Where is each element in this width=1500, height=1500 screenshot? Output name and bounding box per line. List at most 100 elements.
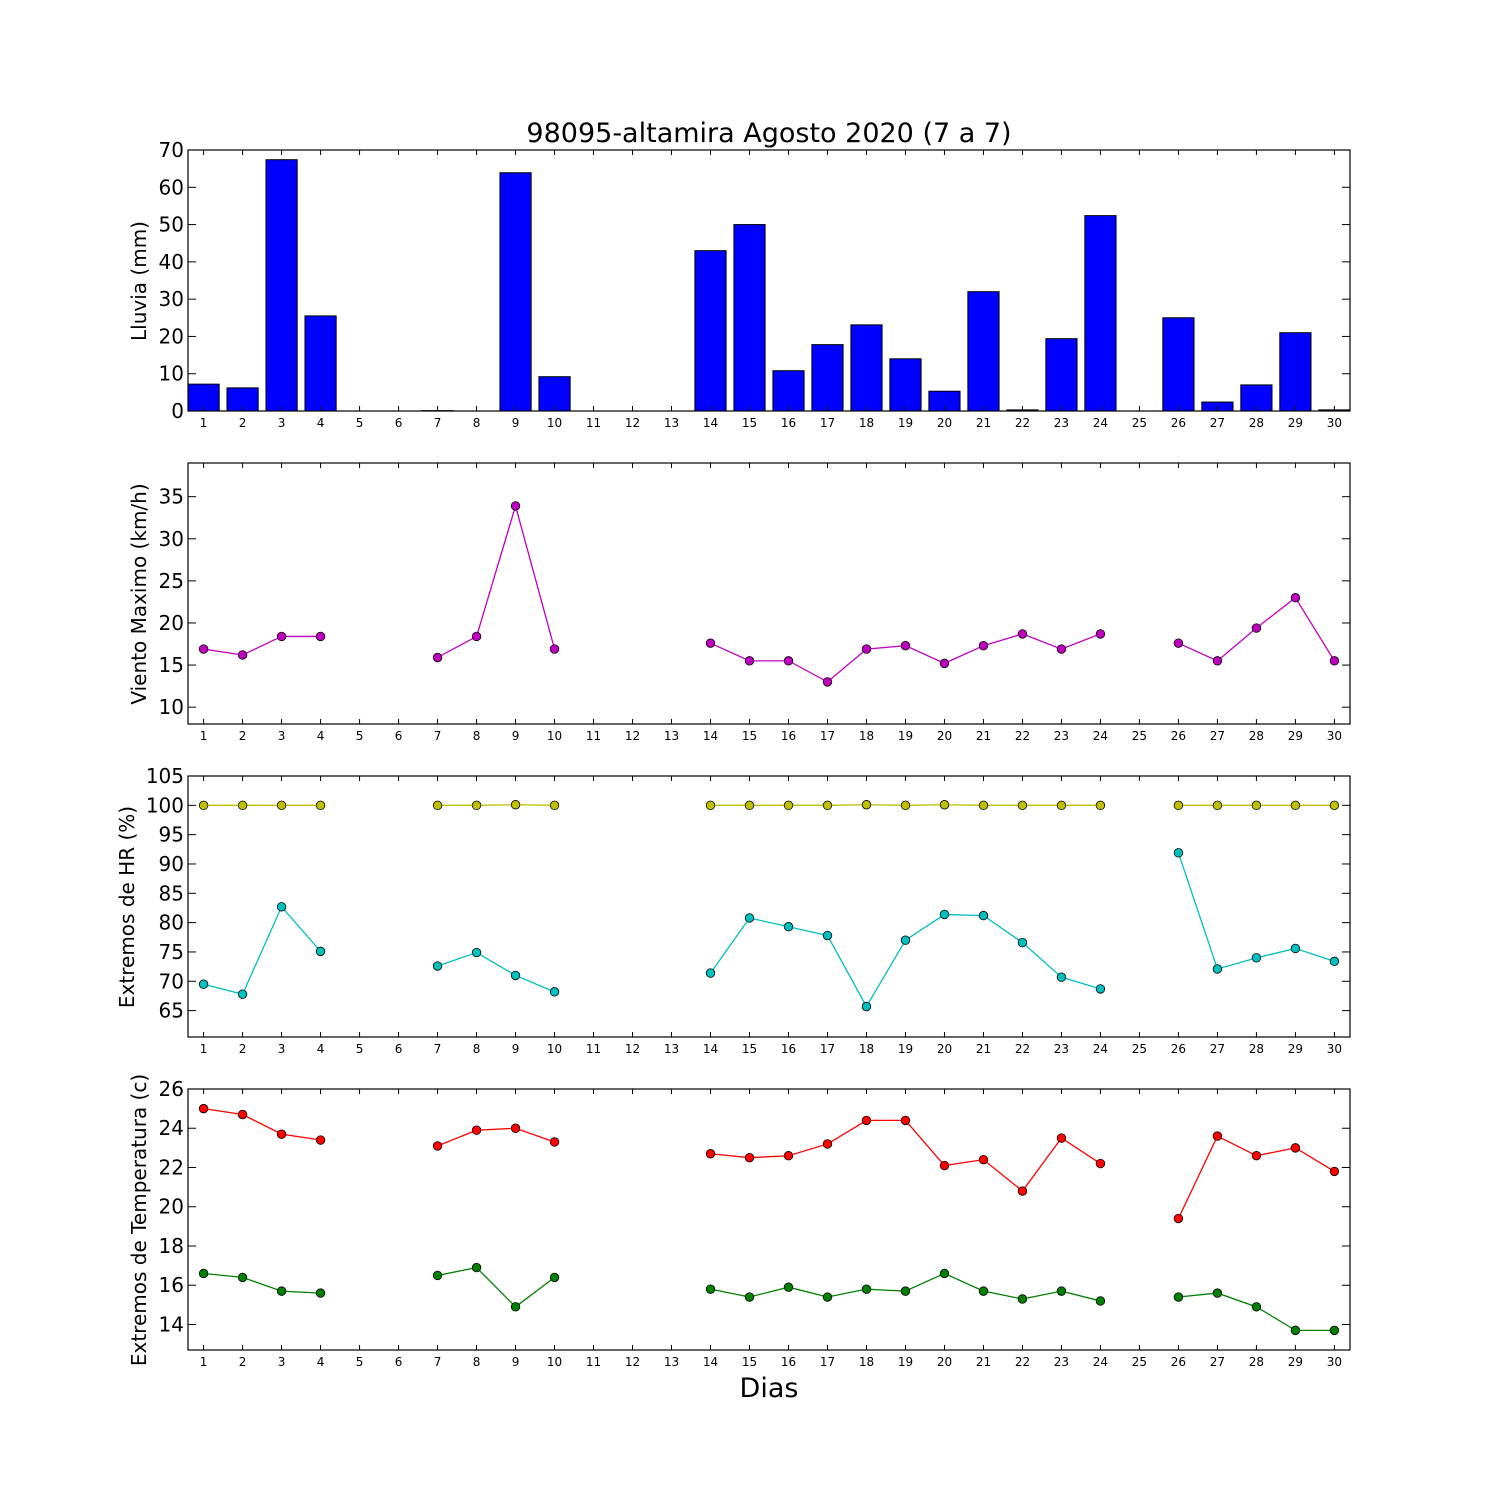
viento-xtick-label: 10	[547, 729, 562, 743]
viento-point-day-7	[432, 652, 443, 663]
temp-min-point-day-20	[939, 1268, 950, 1279]
viento-point-day-14	[705, 638, 716, 648]
lluvia-xtick-label: 11	[586, 416, 601, 430]
temperatura-xtick-label: 26	[1171, 1355, 1186, 1369]
hr-ytick-label: 95	[159, 823, 184, 847]
lluvia-xtick-label: 18	[859, 416, 874, 430]
temp-min-point-day-14	[705, 1284, 716, 1294]
temp-max-point-day-8	[471, 1125, 482, 1135]
hr-ylabel: Extremos de HR (%)	[115, 806, 139, 1008]
viento-xtick-label: 11	[586, 729, 601, 743]
viento-ytick-label: 15	[159, 653, 184, 677]
viento-xtick-label: 4	[317, 729, 325, 743]
temperatura-xtick-label: 24	[1093, 1355, 1108, 1369]
lluvia-bar-day-17	[811, 344, 844, 412]
hr-min-point-day-29	[1290, 943, 1301, 954]
temperatura-xtick-label: 23	[1054, 1355, 1069, 1369]
viento-point-day-8	[471, 631, 482, 642]
lluvia-xtick-label: 1	[200, 416, 208, 430]
viento-point-day-23	[1056, 644, 1067, 654]
temp-max-point-day-28	[1251, 1151, 1262, 1161]
hr-min-point-day-19	[900, 935, 911, 945]
lluvia-ytick-label: 0	[171, 399, 184, 423]
viento-xtick-label: 28	[1249, 729, 1264, 743]
viento-xtick-label: 12	[625, 729, 640, 743]
hr-min-point-day-18	[861, 1001, 872, 1012]
lluvia-xtick-label: 21	[976, 416, 991, 430]
temperatura-ytick-label: 14	[159, 1312, 184, 1336]
hr-xtick-label: 28	[1249, 1042, 1264, 1056]
hr-max-point-day-15	[744, 800, 755, 811]
temperatura-xtick-label: 27	[1210, 1355, 1225, 1369]
hr-max-point-day-18	[861, 800, 872, 810]
hr-max-line	[437, 804, 555, 806]
temp-max-point-day-26	[1173, 1213, 1184, 1224]
temperatura-xtick-label: 12	[625, 1355, 640, 1369]
temperatura-ytick-label: 24	[159, 1116, 184, 1140]
lluvia-xtick-label: 22	[1015, 416, 1030, 430]
temp-min-point-day-26	[1173, 1292, 1184, 1302]
temp-max-point-day-9	[510, 1123, 521, 1133]
viento-point-day-3	[276, 631, 287, 642]
temp-min-line	[437, 1266, 555, 1308]
hr-xtick-label: 12	[625, 1042, 640, 1056]
lluvia-bar-day-18	[850, 324, 883, 412]
temp-min-point-day-28	[1251, 1302, 1262, 1312]
lluvia-bar-day-29	[1279, 332, 1312, 412]
hr-min-point-day-14	[705, 968, 716, 978]
temp-min-point-day-17	[822, 1292, 833, 1302]
viento-point-day-24	[1095, 629, 1106, 639]
hr-xtick-label: 17	[820, 1042, 835, 1056]
temp-min-point-day-10	[549, 1272, 560, 1283]
lluvia-xtick-label: 30	[1327, 416, 1342, 430]
viento-point-day-26	[1173, 638, 1184, 648]
temperatura-xtick-label: 2	[239, 1355, 247, 1369]
temp-max-point-day-1	[198, 1103, 209, 1114]
temp-max-line	[437, 1127, 555, 1147]
temp-min-point-day-27	[1212, 1288, 1223, 1298]
viento-point-day-16	[783, 656, 794, 666]
lluvia-xtick-label: 17	[820, 416, 835, 430]
temp-min-point-day-30	[1329, 1325, 1340, 1336]
viento-xtick-label: 27	[1210, 729, 1225, 743]
lluvia-ylabel: Lluvia (mm)	[127, 221, 151, 341]
lluvia-xtick-label: 3	[278, 416, 286, 430]
hr-min-point-day-10	[549, 987, 560, 997]
viento-xtick-label: 14	[703, 729, 718, 743]
temperatura-xtick-label: 3	[278, 1355, 286, 1369]
temperatura-xtick-label: 29	[1288, 1355, 1303, 1369]
x-axis-label: Dias	[740, 1373, 799, 1404]
temp-min-point-day-9	[510, 1302, 521, 1312]
lluvia-bar-day-16	[772, 370, 805, 412]
hr-max-point-day-27	[1212, 800, 1223, 811]
temperatura-xtick-label: 25	[1132, 1355, 1147, 1369]
lluvia-panel: Lluvia (mm) 1 2 3 4 5 6 7 8 9 10 11 12 13 14 15 16 17 18 1…	[127, 138, 1351, 430]
temperatura-xtick-label: 28	[1249, 1355, 1264, 1369]
viento-point-day-4	[315, 631, 326, 642]
viento-point-day-29	[1290, 593, 1301, 603]
hr-min-line	[437, 951, 555, 993]
hr-max-point-day-17	[822, 800, 833, 811]
hr-min-point-day-22	[1017, 937, 1028, 948]
lluvia-ytick-label: 50	[159, 213, 184, 237]
temperatura-xtick-label: 8	[473, 1355, 481, 1369]
lluvia-xtick-label: 26	[1171, 416, 1186, 430]
hr-xtick-label: 21	[976, 1042, 991, 1056]
lluvia-xtick-label: 15	[742, 416, 757, 430]
lluvia-xtick-label: 7	[434, 416, 442, 430]
lluvia-ytick-label: 40	[159, 250, 184, 274]
viento-xtick-label: 26	[1171, 729, 1186, 743]
temp-min-point-day-7	[432, 1270, 443, 1281]
temp-max-point-day-21	[978, 1154, 989, 1165]
viento-point-day-17	[822, 677, 833, 687]
viento-point-day-20	[939, 658, 950, 669]
hr-xtick-label: 13	[664, 1042, 679, 1056]
temperatura-xtick-label: 13	[664, 1355, 679, 1369]
temperatura-ytick-label: 22	[159, 1155, 184, 1179]
hr-xtick-label: 3	[278, 1042, 286, 1056]
hr-max-point-day-21	[978, 800, 989, 811]
viento-ytick-label: 35	[159, 485, 184, 509]
hr-xtick-label: 6	[395, 1042, 403, 1056]
temperatura-xtick-label: 17	[820, 1355, 835, 1369]
